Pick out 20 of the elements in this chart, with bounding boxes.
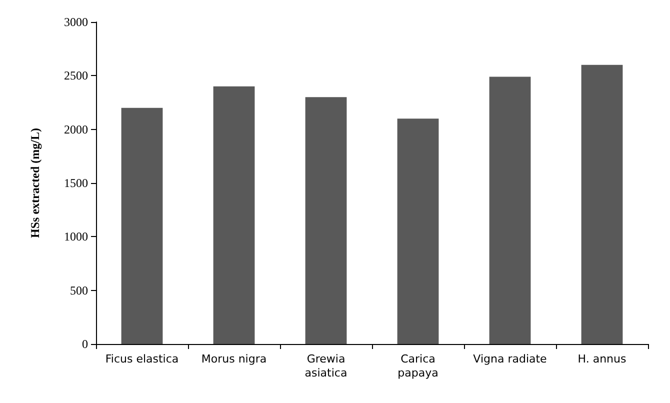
bar <box>305 97 347 344</box>
x-tick-label: Vigna radiate <box>473 352 548 366</box>
bar <box>121 108 163 344</box>
x-tick-label: Morus nigra <box>201 352 267 366</box>
bar <box>397 118 439 344</box>
x-tick-label: H. annus <box>578 352 626 366</box>
y-tick-label: 1500 <box>64 176 88 190</box>
y-tick-label: 500 <box>70 283 88 298</box>
y-tick-label: 2000 <box>64 122 88 136</box>
y-tick-label: 2500 <box>64 68 88 83</box>
x-tick-label: Carica papaya <box>398 352 438 380</box>
bar <box>213 86 255 344</box>
y-tick-label: 0 <box>82 337 88 351</box>
y-tick-label: 1000 <box>64 230 88 244</box>
x-tick-label: Grewia asiatica <box>304 352 348 380</box>
x-tick-label: Ficus elastica <box>105 352 179 366</box>
bar <box>581 64 623 344</box>
bar <box>489 76 531 344</box>
y-tick-label: 3000 <box>64 15 88 29</box>
y-axis-title: HSs extracted (mg/L) <box>28 128 42 238</box>
